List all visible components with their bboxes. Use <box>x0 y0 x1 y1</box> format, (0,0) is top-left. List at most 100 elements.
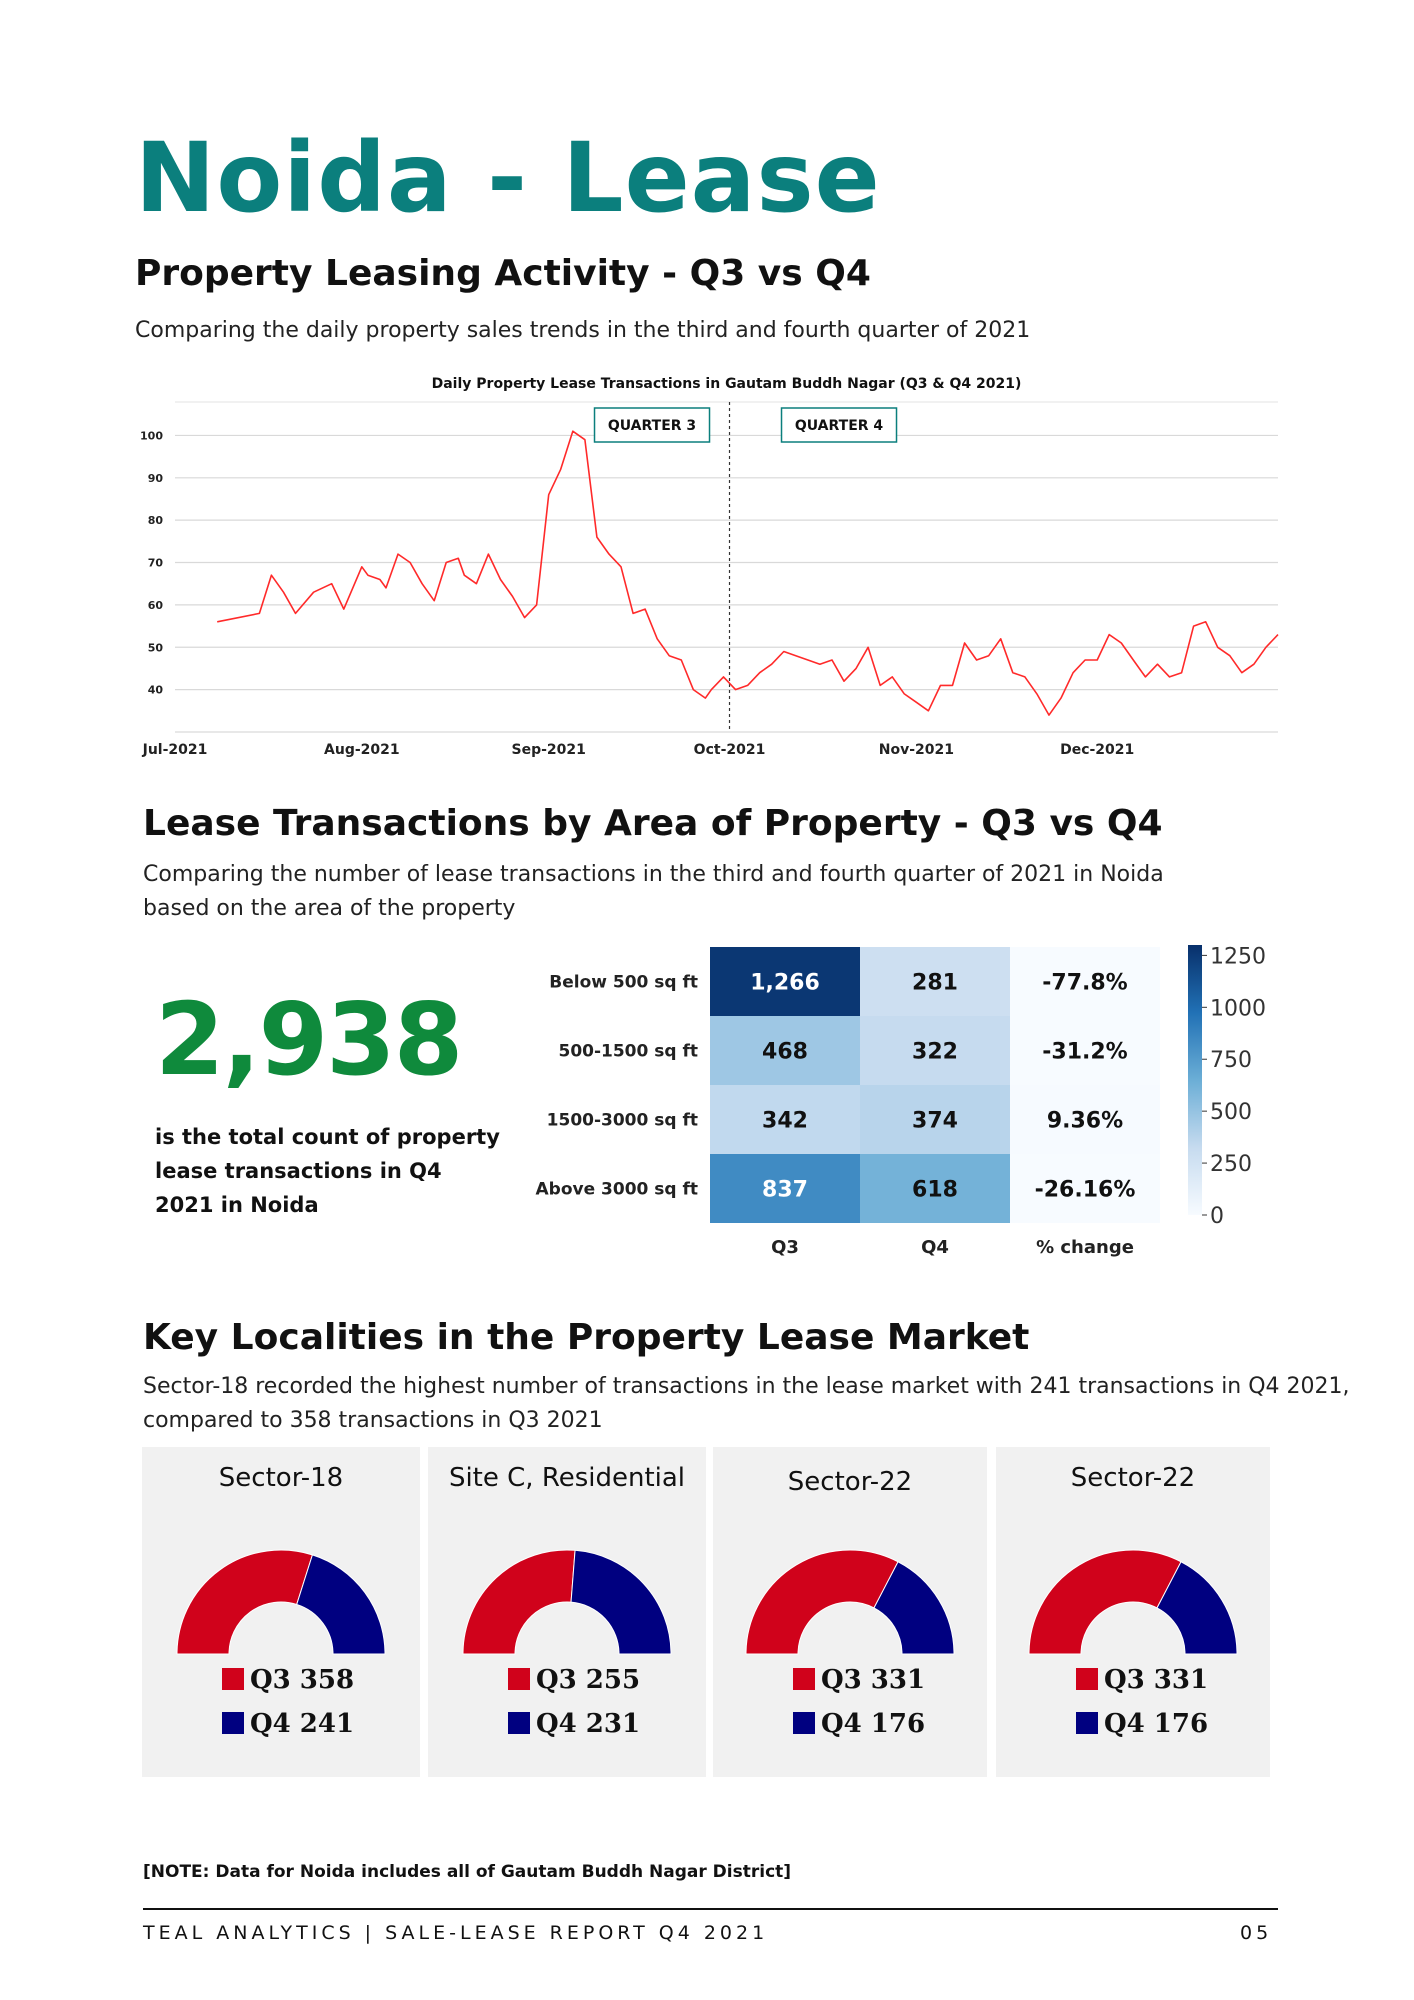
section-description-area-line2: based on the area of the property <box>143 896 516 921</box>
heatmap-cell-label: 837 <box>762 1178 808 1203</box>
gauge-panel: Sector-22 Q3 331 Q4 176 <box>996 1447 1270 1777</box>
gauge-legend-q3: Q3 358 <box>222 1665 354 1695</box>
heatmap-col-label: Q4 <box>921 1237 949 1258</box>
legend-label: Q4 241 <box>250 1709 355 1739</box>
section-description-localities-line1: Sector-18 recorded the highest number of… <box>143 1374 1350 1399</box>
gauge-title: Sector-18 <box>218 1463 344 1493</box>
heatmap-cell-label: -26.16% <box>1035 1178 1136 1203</box>
gauge-legend-q4: Q4 231 <box>508 1709 640 1739</box>
quarter-annotation-box <box>593 407 711 443</box>
colorbar-tick-label: 1250 <box>1210 944 1266 969</box>
colorbar-tick-label: 500 <box>1210 1100 1252 1125</box>
gauge-legend-q3: Q3 255 <box>508 1665 640 1695</box>
legend-swatch <box>1076 1712 1098 1734</box>
gauge-segment-q4 <box>1156 1561 1238 1655</box>
line-chart-title: Daily Property Lease Transactions in Gau… <box>432 376 1022 392</box>
gauge-legend-q3: Q3 331 <box>793 1665 925 1695</box>
heatmap-cell <box>1010 1154 1160 1223</box>
legend-swatch <box>1076 1668 1098 1690</box>
x-tick-label: Dec-2021 <box>1060 742 1134 758</box>
heatmap-row-label: Below 500 sq ft <box>549 973 698 993</box>
gauge-legend-q4: Q4 176 <box>793 1709 925 1739</box>
heatmap-cell-label: 1,266 <box>750 971 820 996</box>
heatmap-cell <box>860 1016 1010 1085</box>
heatmap-row-label: 500-1500 sq ft <box>558 1042 698 1062</box>
gauge-chart <box>176 1549 386 1655</box>
heatmap-cell-label: 468 <box>762 1040 808 1065</box>
x-tick-label: Nov-2021 <box>879 742 954 758</box>
x-tick-label: Jul-2021 <box>142 742 208 758</box>
y-tick-label: 60 <box>148 599 164 612</box>
footer-report-name: TEAL ANALYTICS | SALE-LEASE REPORT Q4 20… <box>143 1922 769 1944</box>
area-heatmap: Below 500 sq ft 1,266 281 -77.8% 500-1500 sq… <box>536 944 1267 1258</box>
gauge-panel: Site C, Residential Q3 255 Q4 231 <box>428 1447 706 1777</box>
gauge-chart <box>1028 1549 1238 1655</box>
heatmap-cell-label: 374 <box>912 1109 958 1134</box>
gauge-segment-q4 <box>873 1561 955 1655</box>
quarter-annotation-label: QUARTER 4 <box>795 418 884 434</box>
legend-swatch <box>508 1668 530 1690</box>
heatmap-cell <box>860 1154 1010 1223</box>
section-description-area-line1: Comparing the number of lease transactio… <box>143 862 1164 887</box>
y-tick-label: 80 <box>148 514 164 527</box>
heatmap-col-label: % change <box>1036 1237 1134 1258</box>
heatmap-col-label: Q3 <box>771 1237 799 1258</box>
legend-label: Q4 176 <box>821 1709 926 1739</box>
gauge-chart <box>462 1549 672 1655</box>
legend-label: Q4 176 <box>1104 1709 1209 1739</box>
section-description-leasing-activity: Comparing the daily property sales trend… <box>135 318 1031 343</box>
total-transactions-caption: is the total count of property lease tra… <box>155 1125 500 1217</box>
legend-label: Q3 255 <box>536 1665 641 1695</box>
gauge-legend-q4: Q4 241 <box>222 1709 354 1739</box>
y-tick-label: 100 <box>140 429 163 442</box>
x-tick-label: Oct-2021 <box>694 742 766 758</box>
gauge-chart <box>745 1549 955 1655</box>
legend-label: Q3 331 <box>821 1665 926 1695</box>
x-tick-label: Aug-2021 <box>324 742 400 758</box>
total-transactions-number: 2,938 <box>155 981 463 1098</box>
legend-swatch <box>222 1712 244 1734</box>
legend-swatch <box>793 1712 815 1734</box>
x-tick-label: Sep-2021 <box>512 742 586 758</box>
heatmap-cell <box>1010 1016 1160 1085</box>
heatmap-cell <box>1010 1085 1160 1154</box>
colorbar <box>1188 945 1202 1215</box>
gauge-segment-q3 <box>745 1549 899 1655</box>
heatmap-cell <box>860 947 1010 1016</box>
section-heading-area-transactions: Lease Transactions by Area of Property -… <box>143 803 1163 844</box>
heatmap-cell <box>710 1016 860 1085</box>
gauge-legend-q3: Q3 331 <box>1076 1665 1208 1695</box>
gauge-legend-q4: Q4 176 <box>1076 1709 1208 1739</box>
heatmap-cell <box>1010 947 1160 1016</box>
heatmap-cell-label: 9.36% <box>1047 1109 1123 1134</box>
heatmap-row-label: Above 3000 sq ft <box>536 1180 699 1200</box>
heatmap-row-label: 1500-3000 sq ft <box>547 1111 698 1131</box>
series-line-daily-lease <box>217 430 1279 716</box>
gauge-panel: Sector-18 Q3 358 Q4 241 <box>142 1447 420 1777</box>
legend-swatch <box>793 1668 815 1690</box>
heatmap-cell-label: 342 <box>762 1109 808 1134</box>
section-description-localities-line2: compared to 358 transactions in Q3 2021 <box>143 1408 603 1433</box>
gauge-title: Sector-22 <box>787 1467 913 1497</box>
data-note: [NOTE: Data for Noida includes all of Ga… <box>143 1862 792 1882</box>
y-tick-label: 70 <box>148 557 164 570</box>
section-heading-key-localities: Key Localities in the Property Lease Mar… <box>143 1317 1030 1358</box>
gauge-segment-q3 <box>176 1549 314 1655</box>
gauge-segment-q4 <box>296 1554 386 1655</box>
heatmap-cell <box>710 947 860 1016</box>
footer-divider <box>143 1908 1278 1910</box>
heatmap-cell-label: 618 <box>912 1178 958 1203</box>
quarter-annotation-box <box>780 407 898 443</box>
heatmap-cell-label: 322 <box>912 1040 958 1065</box>
page-title: Noida - Lease <box>135 122 881 234</box>
gauge-segment-q3 <box>462 1549 576 1655</box>
legend-swatch <box>222 1668 244 1690</box>
heatmap-cell-label: 281 <box>912 971 958 996</box>
legend-label: Q3 358 <box>250 1665 355 1695</box>
y-tick-label: 50 <box>148 641 164 654</box>
quarter-annotation-label: QUARTER 3 <box>608 418 696 434</box>
colorbar-tick-label: 0 <box>1210 1204 1224 1229</box>
y-tick-label: 90 <box>148 472 164 485</box>
heatmap-cell <box>860 1085 1010 1154</box>
colorbar-tick-label: 250 <box>1210 1152 1252 1177</box>
